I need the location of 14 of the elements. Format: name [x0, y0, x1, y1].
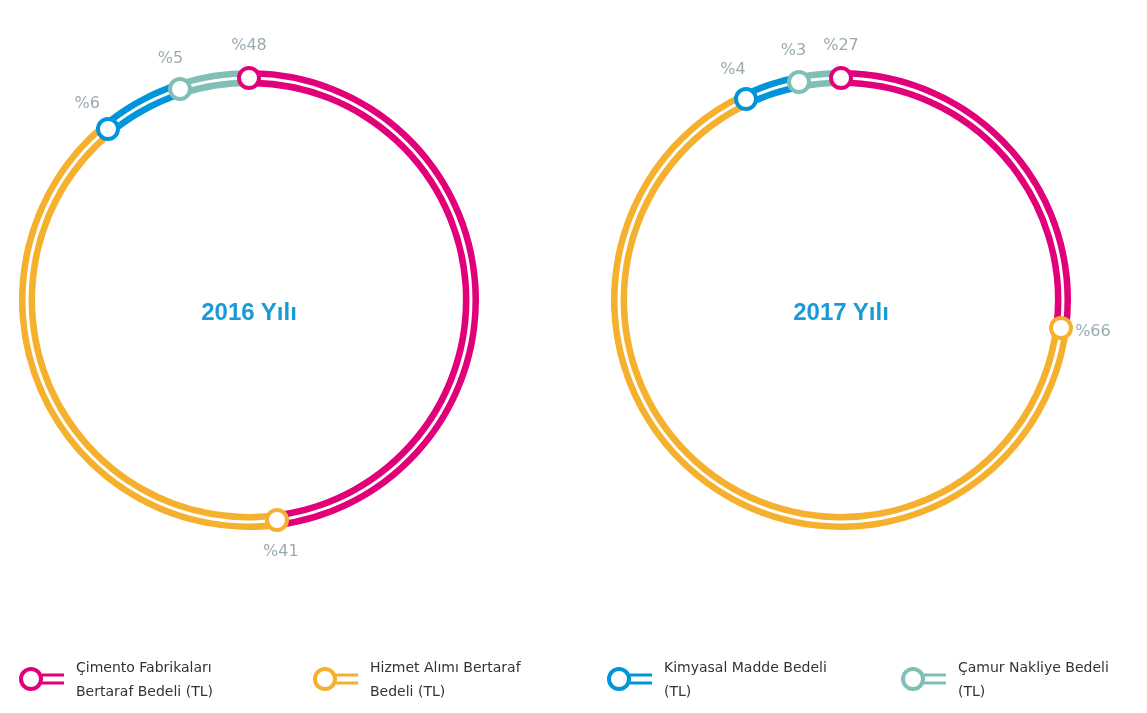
data-label: %6 — [74, 93, 100, 113]
legend-label: Çimento Fabrikaları Bertaraf Bedeli (TL) — [76, 658, 214, 701]
data-label: %48 — [231, 35, 267, 55]
text: 2017 Yılı — [793, 298, 889, 326]
legend-label: Kimyasal Madde Bedeli (TL) — [664, 658, 828, 701]
text: 2016 Yılı — [201, 298, 297, 326]
data-label: %3 — [780, 39, 807, 59]
legend-label: Çamur Nakliye Bedeli (TL) — [958, 658, 1110, 701]
data-label: %4 — [720, 59, 746, 79]
data-label: %41 — [263, 541, 299, 561]
data-label: %66 — [1075, 320, 1111, 340]
legend-label: Hizmet Alımı Bertaraf Bedeli (TL) — [370, 658, 522, 701]
data-label: %27 — [823, 35, 859, 55]
data-label: %5 — [157, 47, 184, 67]
